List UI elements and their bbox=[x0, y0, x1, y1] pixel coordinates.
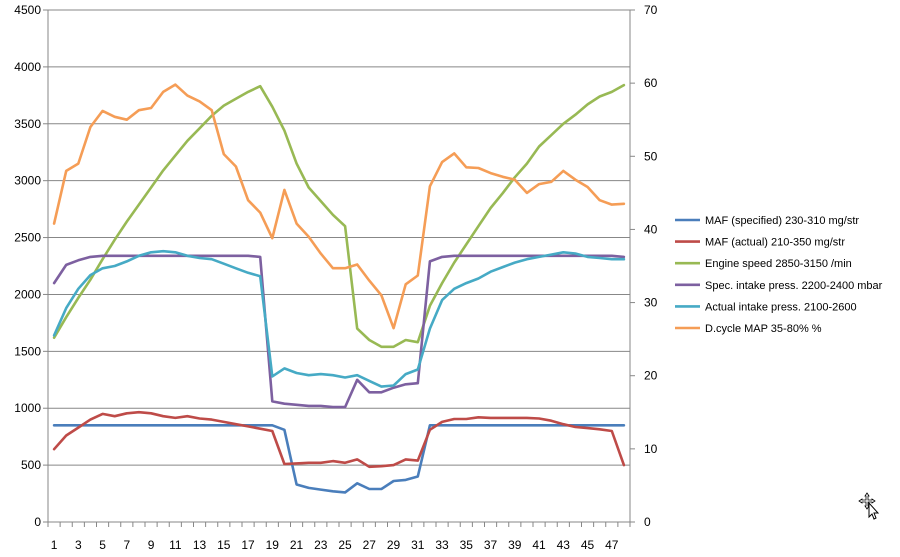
right-tick-label: 70 bbox=[644, 3, 658, 17]
x-tick-label: 29 bbox=[387, 538, 401, 552]
x-tick-label: 27 bbox=[363, 538, 377, 552]
left-tick-label: 3000 bbox=[14, 174, 41, 188]
x-axis-ticks: 1 3 5 7 9 11 13 15 17 19 21 23 25 27 29 31 33 35 37 39 41 43 4… bbox=[47, 522, 631, 552]
x-tick-label: 25 bbox=[338, 538, 352, 552]
x-tick-label: 23 bbox=[314, 538, 328, 552]
x-tick-label: 5 bbox=[99, 538, 106, 552]
x-tick-label: 7 bbox=[123, 538, 130, 552]
legend-label-5: Actual intake press. 2100-2600 bbox=[705, 301, 857, 313]
x-tick-label: 13 bbox=[193, 538, 207, 552]
right-tick-label: 30 bbox=[644, 296, 658, 310]
x-tick-label: 11 bbox=[169, 538, 182, 552]
legend: MAF (specified) 230-310 mg/str MAF (actua… bbox=[675, 215, 883, 335]
right-tick-label: 0 bbox=[644, 515, 651, 529]
right-tick-label: 50 bbox=[644, 149, 658, 163]
legend-label-2: MAF (actual) 210-350 mg/str bbox=[705, 237, 845, 249]
legend-label-4: Spec. intake press. 2200-2400 mbar bbox=[705, 280, 883, 292]
move-cursor-icon bbox=[858, 492, 880, 520]
series-line-1 bbox=[52, 423, 626, 494]
grid-lines bbox=[48, 9, 630, 466]
x-tick-label: 35 bbox=[460, 538, 474, 552]
x-tick-label: 31 bbox=[411, 538, 425, 552]
x-tick-label: 41 bbox=[532, 538, 546, 552]
x-tick-label: 15 bbox=[217, 538, 231, 552]
right-tick-label: 10 bbox=[644, 442, 658, 456]
legend-label-3: Engine speed 2850-3150 /min bbox=[705, 258, 852, 270]
x-tick-label: 39 bbox=[508, 538, 522, 552]
series-lines bbox=[52, 83, 626, 494]
x-tick-label: 33 bbox=[435, 538, 449, 552]
left-tick-label: 4000 bbox=[14, 60, 41, 74]
x-tick-label: 45 bbox=[581, 538, 595, 552]
x-tick-label: 17 bbox=[241, 538, 255, 552]
right-tick-label: 20 bbox=[644, 369, 658, 383]
left-tick-label: 3500 bbox=[14, 117, 41, 131]
axes bbox=[47, 10, 631, 523]
right-tick-label: 40 bbox=[644, 222, 658, 236]
left-axis-ticks: 0 500 1000 1500 2000 2500 3000 3500 4000 4500 bbox=[14, 3, 48, 529]
legend-label-6: D.cycle MAP 35-80% % bbox=[705, 323, 822, 335]
legend-label-1: MAF (specified) 230-310 mg/str bbox=[705, 215, 859, 227]
left-tick-label: 2500 bbox=[14, 231, 41, 245]
left-tick-label: 1000 bbox=[14, 401, 41, 415]
right-axis-ticks: 0 10 20 30 40 50 60 70 bbox=[630, 3, 658, 529]
left-tick-label: 0 bbox=[34, 515, 41, 529]
x-tick-label: 43 bbox=[557, 538, 571, 552]
x-tick-label: 37 bbox=[484, 538, 498, 552]
series-line-2 bbox=[52, 410, 626, 469]
left-tick-label: 4500 bbox=[14, 3, 41, 17]
x-tick-label: 9 bbox=[148, 538, 155, 552]
x-tick-label: 19 bbox=[266, 538, 280, 552]
x-tick-label: 47 bbox=[605, 538, 619, 552]
series-line-6 bbox=[52, 83, 626, 330]
left-tick-label: 1500 bbox=[14, 344, 41, 358]
series-line-4 bbox=[52, 254, 626, 409]
series-line-5 bbox=[52, 249, 626, 388]
x-tick-label: 1 bbox=[51, 538, 58, 552]
x-tick-label: 3 bbox=[75, 538, 82, 552]
right-tick-label: 60 bbox=[644, 76, 658, 90]
left-tick-label: 500 bbox=[21, 458, 41, 472]
series-line-3 bbox=[52, 83, 626, 349]
left-tick-label: 2000 bbox=[14, 287, 41, 301]
x-tick-label: 21 bbox=[290, 538, 304, 552]
